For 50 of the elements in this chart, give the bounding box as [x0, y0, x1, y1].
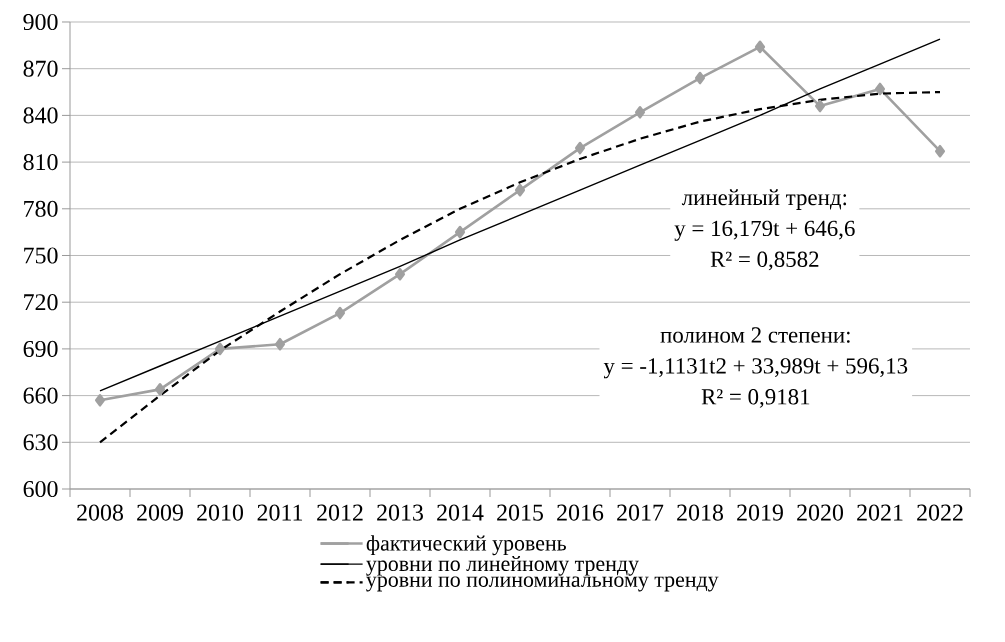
point [454, 225, 466, 239]
annotation: полином 2 степени: [660, 327, 850, 343]
y-tick-label: 690 [23, 340, 58, 357]
point [94, 393, 106, 407]
point [394, 267, 406, 281]
x-tick-label: 2012 [317, 504, 363, 521]
y-tick-label: 720 [24, 294, 58, 311]
point [634, 105, 646, 119]
point [694, 71, 706, 85]
x-tick-label: 2015 [497, 504, 543, 521]
y-tick-label: 870 [23, 60, 58, 77]
legend-label: уровни по полиноминальному тренду [366, 576, 719, 592]
y-tick-label: 660 [23, 387, 58, 404]
point [154, 383, 166, 396]
point [934, 144, 946, 158]
point [754, 40, 766, 54]
legend-label: уровни по линейному тренду [366, 555, 639, 576]
y-tick-label: 600 [23, 480, 58, 498]
x-tick-label: 2008 [77, 504, 123, 521]
x-tick-label: 2016 [557, 504, 604, 521]
annotation: линейный тренд: [681, 189, 847, 210]
point [334, 306, 346, 320]
annotation: y = -1,1131t2 + 33,989t + 596,13 [603, 358, 908, 379]
x-tick-label: 2010 [197, 504, 243, 521]
annotation: y = 16,179t + 646,6 [674, 220, 855, 241]
y-tick-label: 780 [24, 200, 58, 217]
point [214, 342, 226, 356]
x-tick-label: 2018 [677, 504, 724, 521]
x-tick-label: 2022 [917, 504, 963, 521]
y-tick-label: 630 [23, 434, 58, 451]
x-tick-label: 2011 [257, 504, 303, 521]
y-tick-label: 750 [24, 247, 58, 264]
y-tick-label: 810 [23, 154, 58, 171]
x-tick-label: 2017 [617, 504, 664, 521]
point [574, 141, 586, 155]
y-tick-label: 900 [23, 13, 58, 31]
x-tick-label: 2009 [137, 504, 183, 521]
x-tick-label: 2019 [737, 504, 783, 521]
x-tick-label: 2021 [857, 504, 903, 521]
y-tick-label: 840 [23, 107, 58, 124]
legend-label: фактический уровень [366, 535, 566, 556]
x-tick-label: 2013 [377, 504, 423, 521]
x-tick-label: 2014 [437, 504, 484, 521]
point [274, 337, 286, 351]
point [874, 82, 886, 96]
point [814, 99, 826, 113]
annotation: R² = 0,9181 [701, 389, 810, 408]
annotation: R² = 0,8582 [710, 251, 819, 271]
x-tick-label: 2020 [797, 504, 844, 521]
point [514, 183, 526, 197]
